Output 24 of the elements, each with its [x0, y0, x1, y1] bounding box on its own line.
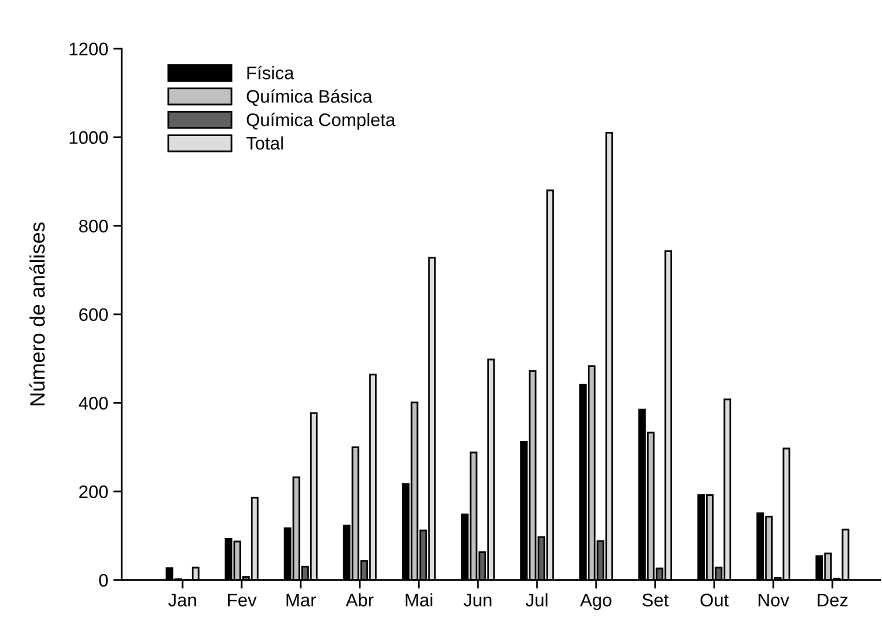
legend-label: Física	[247, 66, 294, 80]
x-tick-label: Mar	[286, 594, 316, 606]
legend-label: Química Básica	[246, 89, 372, 106]
x-tick-label: Fev	[228, 594, 257, 606]
legend-label: Química Completa	[246, 112, 396, 130]
y-tick-label: 600	[79, 308, 108, 322]
x-tick-label: Dez	[818, 594, 848, 606]
x-tick-label: Nov	[758, 594, 790, 606]
y-tick-label: 400	[78, 396, 108, 410]
x-tick-label: Jan	[168, 594, 196, 606]
x-tick-label: Abr	[346, 593, 374, 606]
x-tick-label: Set	[642, 594, 669, 606]
y-tick-label: 200	[79, 485, 108, 498]
x-tick-label: Jul	[526, 593, 548, 606]
y-tick-label: 0	[99, 574, 108, 587]
x-tick-label: Mai	[406, 593, 432, 606]
legend-label: Total	[246, 136, 283, 150]
y-tick-label: 800	[79, 220, 108, 233]
x-tick-label: Out	[700, 594, 729, 606]
y-tick-label: 1200	[70, 42, 108, 56]
x-tick-label: Jun	[464, 594, 492, 606]
x-tick-label: Ago	[580, 594, 612, 610]
y-tick-label: 1000	[70, 131, 108, 144]
y-axis-title: Número de análises	[29, 222, 45, 406]
